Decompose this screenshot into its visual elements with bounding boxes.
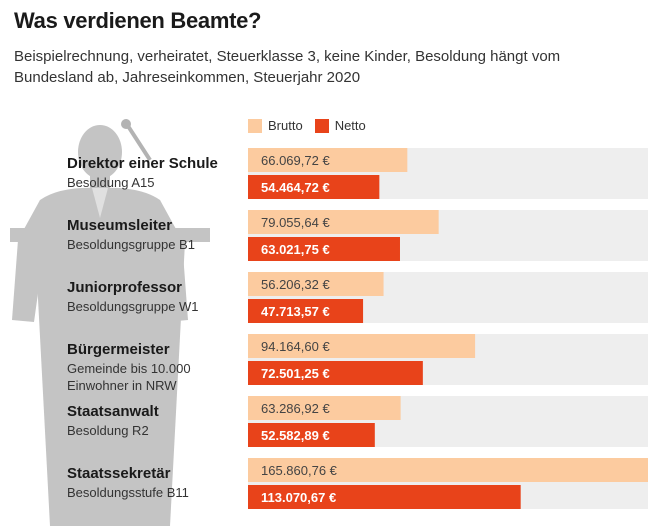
data-label-netto: 113.070,67 € [261,490,336,505]
category-sublabel: Besoldungsgruppe W1 [67,299,199,314]
category-label: Direktor einer Schule [67,155,218,172]
legend-swatch-netto [314,118,329,133]
category-row: 56.206,32 € 47.713,57 € Juniorprofessor Bes… [67,272,648,323]
data-label-brutto: 94.164,60 € [261,339,330,354]
bar-netto [248,299,364,323]
bar-brutto [248,272,384,296]
legend-swatch-brutto [248,118,262,133]
category-sublabel: Besoldungsstufe B11 [67,485,189,500]
bar-netto [248,485,521,509]
bar-netto [248,175,380,199]
bar-brutto [248,396,401,420]
data-label-brutto: 79.055,64 € [261,215,330,230]
data-label-netto: 72.501,25 € [261,366,330,381]
legend-item-netto: Netto [314,118,366,133]
category-sublabel: Einwohner in NRW [67,378,177,393]
data-label-netto: 52.582,89 € [261,428,330,443]
bar-brutto [248,148,408,172]
data-label-brutto: 56.206,32 € [261,277,330,292]
category-sublabel: Besoldung A15 [67,175,154,190]
category-row: 79.055,64 € 63.021,75 € Museumsleiter Besol… [67,210,648,261]
legend: Brutto Netto [248,118,378,133]
data-label-brutto: 66.069,72 € [261,153,330,168]
data-label-brutto: 165.860,76 € [261,463,338,478]
legend-label-brutto: Brutto [268,118,303,133]
category-label: Staatssekretär [67,465,171,482]
category-sublabel: Gemeinde bis 10.000 [67,361,191,376]
bar-brutto [248,334,476,358]
bar-netto [248,423,375,447]
chart-subtitle: Beispielrechnung, verheiratet, Steuerkla… [14,48,561,86]
category-row: 66.069,72 € 54.464,72 € Direktor einer Sch… [67,148,648,199]
category-row: 63.286,92 € 52.582,89 € Staatsanwalt Besold… [67,396,648,447]
bar-brutto [248,210,439,234]
legend-label-netto: Netto [334,118,366,133]
bar-brutto [248,458,648,482]
category-row: 94.164,60 € 72.501,25 € Bürgermeister Gemei… [67,334,648,393]
bar-netto [248,361,423,385]
category-sublabel: Besoldung R2 [67,423,149,438]
chart-title: Was verdienen Beamte? [14,8,262,33]
data-label-netto: 63.021,75 € [261,242,330,257]
category-label: Staatsanwalt [67,403,159,420]
bar-netto [248,237,400,261]
speaker-at-podium-illustration [10,119,210,526]
salary-bar-chart: 66.069,72 € 54.464,72 € Direktor einer Sch… [67,148,648,509]
data-label-brutto: 63.286,92 € [261,401,330,416]
category-row: 165.860,76 € 113.070,67 € Staatssekretär Be… [67,458,648,509]
category-sublabel: Besoldungsgruppe B1 [67,237,195,252]
category-label: Juniorprofessor [67,279,182,296]
data-label-netto: 47.713,57 € [261,304,330,319]
data-label-netto: 54.464,72 € [261,180,330,195]
legend-item-brutto: Brutto [248,118,303,133]
category-label: Museumsleiter [67,217,172,234]
category-label: Bürgermeister [67,341,170,358]
